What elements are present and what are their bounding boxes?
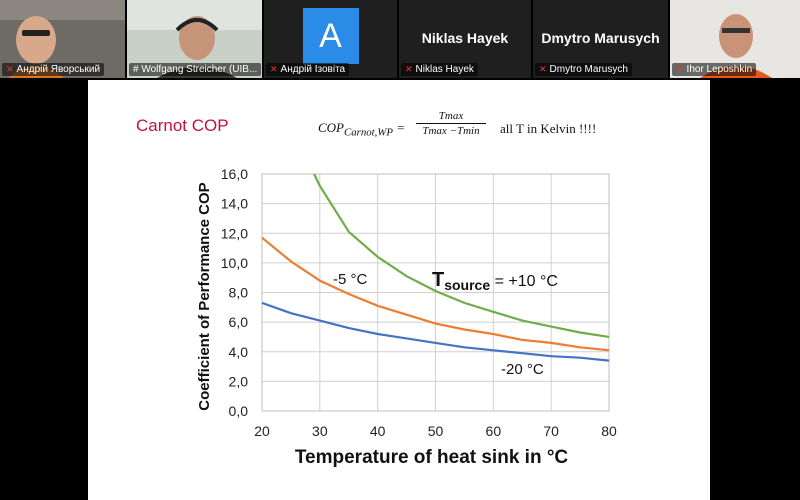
participant-name-label: ✕ Niklas Hayek <box>401 63 478 76</box>
y-tick-label: 0,0 <box>229 403 249 419</box>
series-line-1 <box>313 173 610 338</box>
series-line-2 <box>261 236 610 352</box>
formula-fraction: Tmax Tmax −Tmin <box>416 110 486 137</box>
x-tick-label: 20 <box>254 423 270 439</box>
series-label-tsource: Tsource = +10 °C <box>432 269 558 293</box>
participant-tile-4[interactable]: Niklas Hayek ✕ Niklas Hayek <box>399 0 531 78</box>
participant-name-label: ✕ Ihor Leposhkin <box>672 63 757 76</box>
x-tick-label: 60 <box>486 423 502 439</box>
participant-tile-1[interactable]: ✕ Андрій Яворський <box>0 0 125 78</box>
y-axis-label: Coefficient of Performance COP <box>196 182 213 410</box>
cop-chart: 0,0 2,0 4,0 6,0 8,0 10,0 12,0 14,0 16,0 20 30 40 50 6… <box>196 166 617 468</box>
x-tick-label: 40 <box>370 423 386 439</box>
formula-note: all T in Kelvin !!!! <box>500 121 597 136</box>
participant-name-label: ✕ Андрій Яворський <box>2 63 105 76</box>
slide-title: Carnot COP <box>136 116 229 135</box>
series-label-minus20: -20 °C <box>501 361 544 378</box>
mic-muted-icon: ✕ <box>539 64 547 74</box>
y-tick-label: 14,0 <box>221 196 248 212</box>
x-tick-label: 70 <box>543 423 559 439</box>
participant-name-label: ✕ Dmytro Marusych <box>535 63 632 76</box>
formula-denominator: Tmax −Tmin <box>422 125 480 137</box>
mic-muted-icon: ✕ <box>6 64 14 74</box>
participant-tile-2[interactable]: # Wolfgang Streicher (UIB... <box>127 0 262 78</box>
y-tick-label: 8,0 <box>229 285 249 301</box>
y-tick-label: 12,0 <box>221 225 248 241</box>
x-axis-label: Temperature of heat sink in °C <box>295 447 569 468</box>
avatar: A <box>302 8 359 64</box>
y-tick-label: 16,0 <box>221 166 248 182</box>
x-tick-label: 80 <box>601 423 617 439</box>
participant-display-name: Dmytro Marusych <box>541 30 660 46</box>
participant-tile-3[interactable]: A ✕ Андрій Ізовіта <box>264 0 397 78</box>
y-tick-label: 2,0 <box>229 373 249 389</box>
y-tick-label: 4,0 <box>229 344 249 360</box>
mic-muted-icon: ✕ <box>405 64 413 74</box>
participant-tile-6[interactable]: ✕ Ihor Leposhkin <box>670 0 800 78</box>
y-tick-label: 6,0 <box>229 314 249 330</box>
participant-name-label: ✕ Андрій Ізовіта <box>266 63 350 76</box>
plot-border <box>261 173 610 412</box>
series-label-minus5: -5 °C <box>333 271 368 288</box>
participant-display-name: Niklas Hayek <box>421 30 509 46</box>
mic-muted-icon: ✕ <box>676 64 684 74</box>
formula-lhs: COPCarnot,WP = <box>318 120 406 139</box>
participant-name-label: # Wolfgang Streicher (UIB... <box>129 63 262 76</box>
x-tick-label: 30 <box>312 423 328 439</box>
x-tick-label: 50 <box>428 423 444 439</box>
shared-slide: Carnot COP COPCarnot,WP = Tmax Tmax −Tmi… <box>88 80 710 500</box>
formula-numerator: Tmax <box>416 110 486 124</box>
series-line-3 <box>261 301 610 362</box>
participant-tile-5[interactable]: Dmytro Marusych ✕ Dmytro Marusych <box>533 0 668 78</box>
y-tick-label: 10,0 <box>221 255 248 271</box>
mic-muted-icon: ✕ <box>270 64 278 74</box>
